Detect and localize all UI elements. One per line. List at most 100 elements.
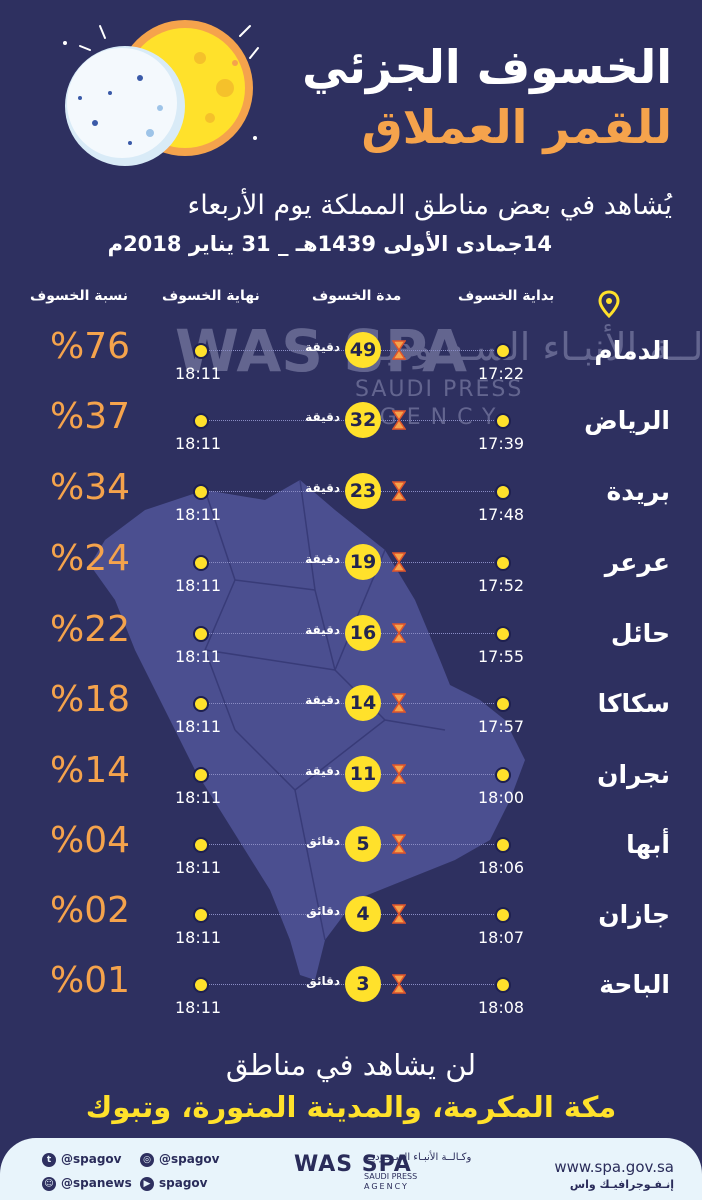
hourglass-icon [392, 764, 406, 784]
end-time: 18:11 [175, 998, 222, 1017]
spa-logo: WAS SPA وكـالــة الأنبـاء السـعـوديـة SA… [294, 1152, 471, 1191]
duration-unit: دقيقة [305, 340, 340, 354]
city-name: أبها [626, 830, 670, 859]
not-visible-regions: مكة المكرمة، والمدينة المنورة، وتبوك [85, 1090, 617, 1124]
end-dot [193, 555, 209, 571]
duration-unit: دقيقة [305, 481, 340, 495]
city-name: نجران [597, 760, 670, 789]
instagram-icon: ◎ [140, 1152, 154, 1167]
watermark-arabic: وكـالــة الأنبـاء السـعـوديـة [355, 325, 702, 369]
snapchat-icon: ☺ [42, 1176, 56, 1191]
duration-unit: دقائق [306, 904, 340, 918]
eclipse-row: حائل %22 16 دقيقة 17:55 18:11 [0, 607, 702, 677]
start-time: 17:48 [478, 505, 525, 524]
duration-badge: 3 [345, 966, 381, 1002]
eclipse-illustration [63, 20, 259, 166]
city-name: عرعر [604, 548, 670, 577]
spa-logo-mark: WAS SPA [294, 1152, 412, 1177]
start-time: 18:00 [478, 788, 525, 807]
duration-unit: دقيقة [305, 623, 340, 637]
end-dot [193, 343, 209, 359]
end-time: 18:11 [175, 928, 222, 947]
column-header-duration: مدة الخسوف [312, 288, 402, 304]
eclipse-percent: %76 [50, 326, 131, 367]
spa-logo-arabic: وكـالــة الأنبـاء السـعـوديـة [364, 1152, 472, 1163]
city-name: حائل [610, 619, 670, 648]
eclipse-row: الباحة %01 3 دقائق 18:08 18:11 [0, 958, 702, 1028]
duration-badge: 19 [345, 544, 381, 580]
subtitle: يُشاهد في بعض مناطق المملكة يوم الأربعاء [187, 190, 672, 221]
eclipse-row: سكاكا %18 14 دقيقة 17:57 18:11 [0, 677, 702, 747]
eclipse-percent: %02 [50, 890, 131, 931]
hourglass-icon [392, 693, 406, 713]
start-dot [495, 626, 511, 642]
end-time: 18:11 [175, 788, 222, 807]
footer-tagline: إنـفـوجرافيـك واس [569, 1178, 674, 1191]
end-dot [193, 413, 209, 429]
social-instagram[interactable]: ◎ @spagov [140, 1152, 220, 1167]
social-twitter[interactable]: t @spagov [42, 1152, 122, 1167]
duration-badge: 14 [345, 685, 381, 721]
duration-badge: 49 [345, 332, 381, 368]
hourglass-icon [392, 340, 406, 360]
end-time: 18:11 [175, 434, 222, 453]
not-visible-label: لن يشاهد في مناطق [225, 1048, 477, 1082]
hourglass-icon [392, 552, 406, 572]
footer-bar: t @spagov ◎ @spagov ☺ @spanews ▶ spagov WAS … [0, 1138, 702, 1200]
eclipse-row: جازان %02 4 دقائق 18:07 18:11 [0, 888, 702, 958]
column-header-end: نهاية الخسوف [162, 288, 260, 304]
start-dot [495, 696, 511, 712]
watermark-english-1: SAUDI PRESS [355, 377, 524, 402]
city-name: الرياض [584, 406, 670, 435]
eclipse-percent: %18 [50, 679, 131, 720]
duration-badge: 23 [345, 473, 381, 509]
city-name: سكاكا [597, 689, 670, 718]
duration-unit: دقيقة [305, 693, 340, 707]
social-youtube[interactable]: ▶ spagov [140, 1176, 208, 1191]
end-dot [193, 484, 209, 500]
start-time: 17:52 [478, 576, 525, 595]
hourglass-icon [392, 834, 406, 854]
city-name: الباحة [599, 970, 670, 999]
start-dot [495, 413, 511, 429]
end-dot [193, 626, 209, 642]
title-line-2: للقمر العملاق [361, 100, 672, 154]
eclipse-row: عرعر %24 19 دقيقة 17:52 18:11 [0, 536, 702, 606]
duration-unit: دقيقة [305, 410, 340, 424]
start-dot [495, 907, 511, 923]
end-dot [193, 977, 209, 993]
duration-badge: 11 [345, 756, 381, 792]
hourglass-icon [392, 974, 406, 994]
eclipse-percent: %22 [50, 609, 131, 650]
date-line: 14جمادى الأولى 1439هـ _ 31 يناير 2018م [107, 232, 552, 256]
start-time: 17:55 [478, 647, 525, 666]
eclipse-percent: %04 [50, 820, 131, 861]
start-time: 18:07 [478, 928, 525, 947]
hourglass-icon [392, 904, 406, 924]
end-time: 18:11 [175, 505, 222, 524]
city-name: بريدة [606, 477, 670, 506]
end-time: 18:11 [175, 717, 222, 736]
end-time: 18:11 [175, 647, 222, 666]
hourglass-icon [392, 623, 406, 643]
social-snapchat[interactable]: ☺ @spanews [42, 1176, 132, 1191]
location-pin-icon [598, 290, 620, 318]
start-time: 17:22 [478, 364, 525, 383]
end-dot [193, 696, 209, 712]
spa-logo-english-1: SAUDI PRESS [364, 1172, 418, 1181]
youtube-icon: ▶ [140, 1176, 154, 1191]
city-name: الدمام [594, 336, 670, 365]
eclipse-percent: %14 [50, 750, 131, 791]
city-name: جازان [598, 900, 670, 929]
duration-badge: 16 [345, 615, 381, 651]
start-dot [495, 767, 511, 783]
eclipse-percent: %37 [50, 396, 131, 437]
column-header-percent: نسبة الخسوف [30, 288, 129, 304]
eclipse-percent: %01 [50, 960, 131, 1001]
website-link[interactable]: www.spa.gov.sa [554, 1158, 674, 1176]
column-header-start: بداية الخسوف [458, 288, 555, 304]
duration-unit: دقائق [306, 834, 340, 848]
duration-unit: دقيقة [305, 552, 340, 566]
end-time: 18:11 [175, 858, 222, 877]
start-dot [495, 977, 511, 993]
